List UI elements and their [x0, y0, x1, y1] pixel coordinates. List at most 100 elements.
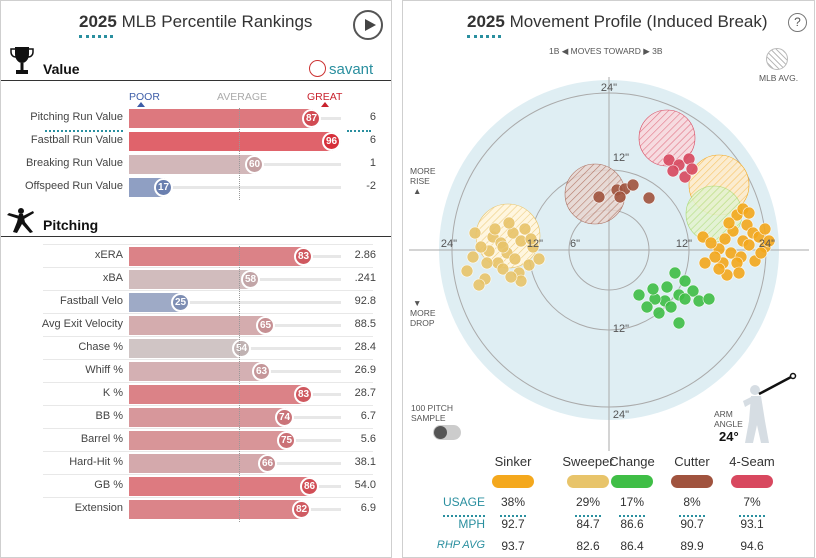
sweeper-pitch-dot[interactable] — [474, 240, 488, 254]
change-pitch-dot[interactable] — [668, 266, 682, 280]
baseball-icon — [309, 60, 326, 77]
percentile-bar — [129, 454, 269, 473]
percentile-row[interactable]: Breaking Run Value 60 1 — [1, 154, 391, 175]
metric-name: K % — [102, 387, 123, 399]
sample-toggle[interactable] — [433, 425, 461, 440]
sinker-pitch-dot[interactable] — [758, 222, 772, 236]
savant-logo[interactable]: savant — [309, 60, 373, 78]
row-divider — [43, 405, 373, 406]
4-seam-pitch-dot[interactable] — [678, 170, 692, 184]
trophy-icon — [10, 47, 34, 74]
metric-name: Fastball Velo — [60, 295, 123, 307]
change-pitch-dot[interactable] — [646, 282, 660, 296]
usage-underline — [739, 515, 765, 517]
fourseam-avg-hatch — [639, 110, 695, 166]
average-line — [239, 108, 240, 200]
change-pitch-dot[interactable] — [632, 288, 646, 302]
cutter-pitch-dot[interactable] — [642, 191, 656, 205]
4-seam-pitch-dot[interactable] — [666, 164, 680, 178]
sweeper-pitch-dot[interactable] — [468, 226, 482, 240]
sweeper-pitch-dot[interactable] — [532, 252, 546, 266]
pitch-type-header: 4-Seam — [729, 454, 775, 469]
percentile-bar — [129, 293, 182, 312]
percentile-row[interactable]: Extension 82 6.9 — [1, 499, 391, 520]
change-pitch-dot[interactable] — [660, 280, 674, 294]
sweeper-pitch-dot[interactable] — [522, 258, 536, 272]
percentile-bar — [129, 385, 305, 404]
sweeper-pitch-dot[interactable] — [460, 264, 474, 278]
percentile-row[interactable]: GB % 86 54.0 — [1, 476, 391, 497]
sweeper-pitch-dot[interactable] — [466, 250, 480, 264]
sweeper-pitch-dot[interactable] — [524, 232, 538, 246]
play-icon[interactable] — [353, 10, 383, 40]
mph-value: 90.7 — [680, 517, 704, 531]
sinker-pitch-dot[interactable] — [762, 234, 776, 248]
sinker-pitch-dot[interactable] — [722, 216, 736, 230]
percentile-row[interactable]: Fastball Velo 25 92.8 — [1, 292, 391, 313]
sweeper-pitch-dot[interactable] — [472, 278, 486, 292]
cutter-pitch-dot[interactable] — [613, 190, 627, 204]
row-divider — [43, 497, 373, 498]
percentile-row[interactable]: Offspeed Run Value 17 -2 — [1, 177, 391, 198]
sweeper-pitch-dot[interactable] — [518, 222, 532, 236]
percentile-row[interactable]: Hard-Hit % 66 38.1 — [1, 453, 391, 474]
usage-value: 38% — [500, 495, 526, 509]
sinker-pitch-dot[interactable] — [704, 236, 718, 250]
percentile-badge: 75 — [277, 431, 296, 450]
sweeper-pitch-dot[interactable] — [502, 216, 516, 230]
sweeper-pitch-dot[interactable] — [488, 222, 502, 236]
change-pitch-dot[interactable] — [678, 274, 692, 288]
change-pitch-dot[interactable] — [640, 300, 654, 314]
sinker-pitch-dot[interactable] — [742, 238, 756, 252]
pitching-section-label: Pitching — [43, 217, 99, 233]
percentile-row[interactable]: Barrel % 75 5.6 — [1, 430, 391, 451]
percentile-bar — [129, 270, 252, 289]
rhp-avg-value: 94.6 — [740, 539, 764, 553]
change-pitch-dot[interactable] — [686, 284, 700, 298]
metric-value: 26.9 — [354, 364, 376, 376]
mph-value: 93.1 — [740, 517, 764, 531]
cutter-pitch-dot[interactable] — [626, 178, 640, 192]
usage-underline — [500, 515, 526, 517]
sweeper-pitch-dot[interactable] — [496, 262, 510, 276]
change-pitch-dot[interactable] — [678, 292, 692, 306]
percentile-row[interactable]: xBA 58 .241 — [1, 269, 391, 290]
help-icon[interactable]: ? — [788, 13, 807, 32]
percentile-row[interactable]: K % 83 28.7 — [1, 384, 391, 405]
percentile-badge: 96 — [322, 132, 341, 151]
section-divider — [1, 80, 391, 81]
4-seam-pitch-dot[interactable] — [685, 162, 699, 176]
4-seam-pitch-dot[interactable] — [662, 153, 676, 167]
percentile-row[interactable]: Pitching Run Value 87 6 — [1, 108, 391, 129]
sinker-pitch-dot[interactable] — [754, 246, 768, 260]
percentile-row[interactable]: Chase % 54 28.4 — [1, 338, 391, 359]
percentile-row[interactable]: xERA 83 2.86 — [1, 246, 391, 267]
metric-value: 5.6 — [360, 433, 376, 445]
sinker-pitch-dot[interactable] — [718, 232, 732, 246]
percentile-row[interactable]: Avg Exit Velocity 65 88.5 — [1, 315, 391, 336]
change-pitch-dot[interactable] — [664, 300, 678, 314]
sinker-pitch-dot[interactable] — [708, 250, 722, 264]
percentile-row[interactable]: Fastball Run Value 96 6 — [1, 131, 391, 152]
percentile-row[interactable]: BB % 74 6.7 — [1, 407, 391, 428]
percentile-badge: 25 — [171, 293, 190, 312]
metric-name: Hard-Hit % — [69, 456, 123, 468]
ring-label-bottom-24: 24" — [613, 409, 629, 421]
percentile-bar — [129, 316, 267, 335]
cutter-pitch-dot[interactable] — [592, 190, 606, 204]
change-pitch-dot[interactable] — [652, 306, 666, 320]
sinker-pitch-dot[interactable] — [698, 256, 712, 270]
movement-profile-panel: 2025 Movement Profile (Induced Break) ? … — [402, 0, 815, 558]
sweeper-pitch-dot[interactable] — [480, 256, 494, 270]
sinker-pitch-dot[interactable] — [732, 266, 746, 280]
change-pitch-dot[interactable] — [702, 292, 716, 306]
sweeper-pitch-dot[interactable] — [504, 270, 518, 284]
sweeper-pitch-dot[interactable] — [508, 252, 522, 266]
sweeper-pitch-dot[interactable] — [496, 240, 510, 254]
metric-name: Chase % — [78, 341, 123, 353]
metric-name: Breaking Run Value — [25, 157, 123, 169]
percentile-row[interactable]: Whiff % 63 26.9 — [1, 361, 391, 382]
sinker-pitch-dot[interactable] — [742, 206, 756, 220]
change-pitch-dot[interactable] — [672, 316, 686, 330]
sinker-pitch-dot[interactable] — [712, 262, 726, 276]
